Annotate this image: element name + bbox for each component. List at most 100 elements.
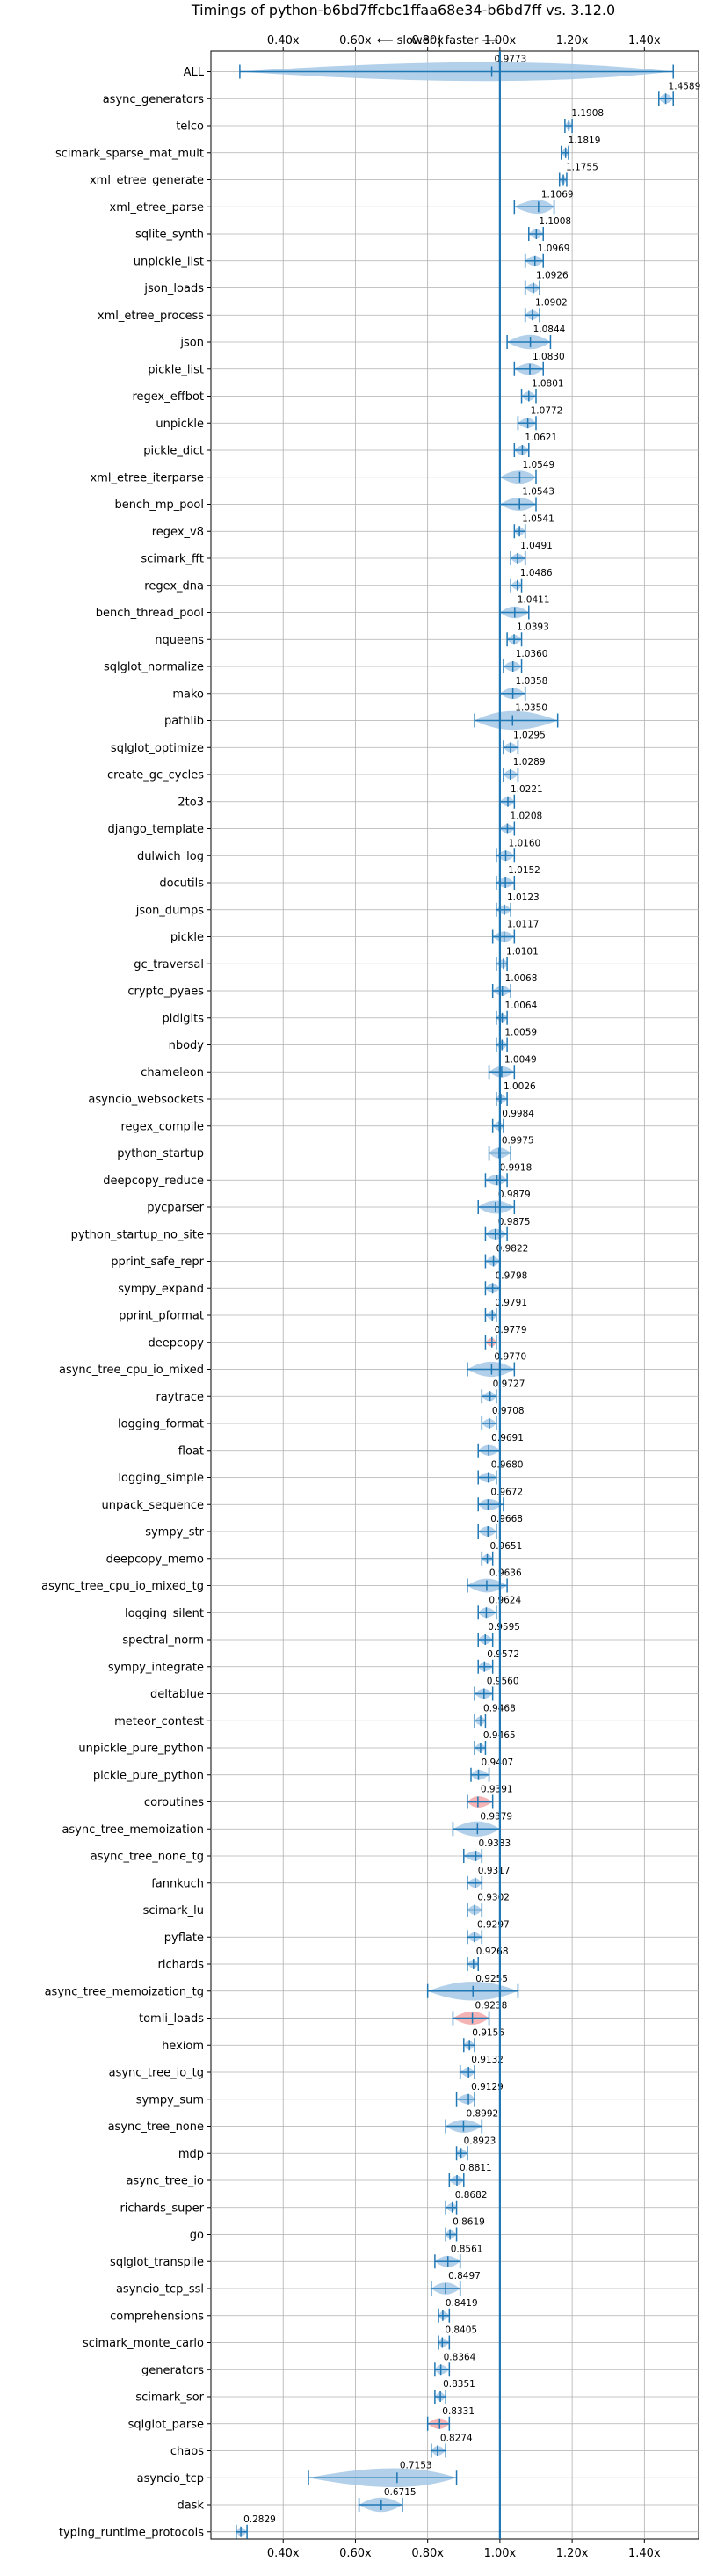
value-label: 0.9297 — [477, 1919, 510, 1930]
value-label: 0.9822 — [496, 1244, 529, 1255]
slower-faster-note: ⟵ slower | faster ⟶ — [377, 34, 498, 47]
category-label: logging_silent — [125, 1607, 204, 1620]
category-label: create_gc_cycles — [107, 769, 204, 782]
category-label: pprint_pformat — [119, 1310, 204, 1323]
category-label: richards — [158, 1959, 205, 1972]
category-label: async_tree_io — [126, 2175, 204, 2188]
category-label: sqlglot_normalize — [104, 661, 204, 674]
category-label: hexiom — [162, 2040, 204, 2053]
value-label: 1.0621 — [525, 433, 557, 443]
x-tick-label-top: 0.60x — [339, 34, 372, 47]
value-label: 1.0049 — [504, 1054, 537, 1065]
value-label: 1.0411 — [518, 595, 550, 606]
value-label: 1.1819 — [569, 135, 601, 146]
value-label: 1.0123 — [507, 892, 540, 903]
category-label: async_tree_none — [108, 2121, 204, 2134]
x-tick-label-top: 1.00x — [484, 34, 517, 47]
value-label: 1.0289 — [513, 757, 546, 768]
value-label: 0.2829 — [243, 2514, 276, 2525]
value-label: 0.8364 — [444, 2352, 476, 2362]
value-label: 0.9129 — [471, 2082, 504, 2092]
category-label: xml_etree_parse — [110, 201, 204, 215]
value-label: 0.8419 — [446, 2298, 478, 2309]
category-label: xml_etree_process — [98, 309, 204, 323]
category-label: deltablue — [150, 1688, 204, 1701]
category-label: generators — [141, 2364, 204, 2377]
category-label: nqueens — [155, 634, 204, 647]
category-label: sympy_str — [145, 1526, 204, 1539]
category-label: coroutines — [144, 1796, 204, 1809]
value-label: 0.9333 — [478, 1838, 511, 1849]
value-label: 1.0152 — [508, 865, 540, 876]
category-label: asyncio_websockets — [88, 1094, 204, 1107]
category-label: python_startup — [117, 1147, 204, 1161]
category-label: typing_runtime_protocols — [59, 2526, 204, 2539]
category-label: sqlglot_parse — [128, 2418, 204, 2431]
category-label: xml_etree_iterparse — [90, 471, 204, 484]
category-label: scimark_sparse_mat_mult — [55, 147, 204, 160]
category-label: json — [179, 337, 204, 350]
category-label: regex_v8 — [152, 526, 204, 539]
value-label: 1.0358 — [516, 676, 548, 687]
value-label: 0.8923 — [464, 2136, 496, 2146]
value-label: 0.9255 — [475, 1974, 508, 1984]
category-label: json_dumps — [135, 904, 204, 917]
value-label: 0.8561 — [451, 2244, 483, 2254]
category-label: mako — [172, 688, 204, 701]
value-label: 0.8992 — [466, 2109, 498, 2120]
category-label: sympy_integrate — [108, 1661, 204, 1674]
category-label: meteor_contest — [114, 1715, 204, 1728]
value-label: 1.0393 — [517, 622, 549, 632]
value-label: 0.9918 — [500, 1162, 533, 1173]
category-label: logging_format — [118, 1418, 204, 1431]
category-label: pickle_dict — [143, 445, 204, 458]
category-label: telco — [176, 120, 204, 134]
x-tick-label-top: 0.40x — [267, 34, 300, 47]
category-label: asyncio_tcp_ssl — [116, 2283, 204, 2296]
category-label: unpickle — [156, 418, 204, 431]
value-label: 1.0549 — [522, 460, 554, 470]
category-label: async_tree_memoization_tg — [45, 1985, 204, 1998]
category-label: go — [190, 2229, 204, 2242]
category-label: crypto_pyaes — [127, 986, 204, 999]
category-label: deepcopy_reduce — [103, 1175, 204, 1188]
value-label: 0.9379 — [480, 1811, 512, 1822]
category-label: pprint_safe_repr — [111, 1255, 204, 1269]
category-label: raytrace — [156, 1391, 204, 1404]
category-label: scimark_monte_carlo — [83, 2337, 204, 2350]
plot-frame — [210, 50, 699, 2540]
category-label: regex_compile — [120, 1120, 204, 1133]
value-label: 1.0160 — [508, 838, 540, 848]
value-label: 0.9668 — [490, 1514, 523, 1524]
value-label: 1.0491 — [520, 541, 553, 551]
category-label: sympy_sum — [136, 2093, 204, 2107]
x-tick-label-bottom: 1.20x — [556, 2547, 589, 2560]
category-label: spectral_norm — [122, 1634, 204, 1648]
x-tick-label-bottom: 1.00x — [484, 2547, 517, 2560]
value-label: 0.8274 — [440, 2434, 473, 2444]
value-label: 1.0801 — [532, 379, 564, 389]
value-label: 0.9268 — [476, 1947, 509, 1957]
category-label: async_tree_none_tg — [91, 1851, 204, 1864]
value-label: 0.6715 — [384, 2487, 417, 2498]
category-label: chaos — [170, 2445, 204, 2458]
value-label: 0.9779 — [495, 1325, 527, 1335]
category-label: sqlglot_transpile — [110, 2256, 204, 2269]
value-label: 1.0117 — [507, 920, 540, 930]
value-label: 0.8331 — [442, 2406, 475, 2417]
value-label: 0.9156 — [472, 2027, 504, 2038]
category-label: async_tree_cpu_io_mixed_tg — [41, 1580, 204, 1593]
plot-area: 0.40x 0.40x 0.60x 0.60x 0.80x 0.80x 1.00x 1.00x… — [41, 34, 700, 2560]
x-tick-label-top: 1.20x — [556, 34, 589, 47]
value-label: 1.4589 — [669, 81, 701, 91]
x-tick-label-top: 0.80x — [411, 34, 444, 47]
x-tick-label-bottom: 0.80x — [411, 2547, 444, 2560]
value-label: 0.9407 — [482, 1757, 514, 1768]
category-label: scimark_sor — [135, 2391, 204, 2405]
value-label: 0.8811 — [460, 2163, 492, 2173]
value-label: 1.0844 — [533, 324, 566, 335]
category-label: regex_effbot — [132, 390, 204, 404]
category-label: async_tree_memoization — [62, 1823, 204, 1837]
category-label: sqlite_synth — [135, 229, 204, 242]
